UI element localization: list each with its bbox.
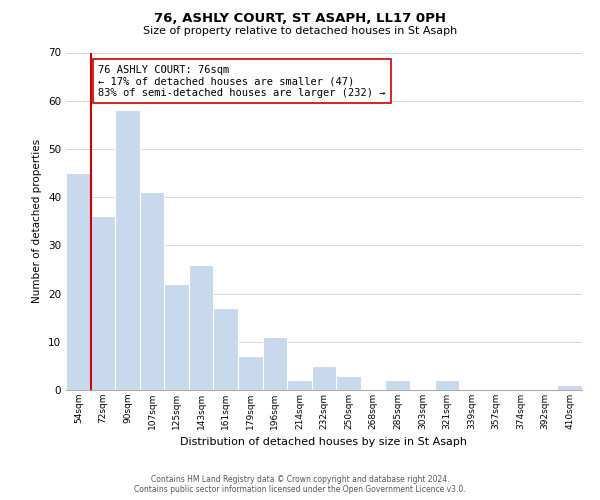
Bar [312,366,336,390]
Bar [287,380,312,390]
Text: 76, ASHLY COURT, ST ASAPH, LL17 0PH: 76, ASHLY COURT, ST ASAPH, LL17 0PH [154,12,446,26]
Bar [336,376,361,390]
Y-axis label: Number of detached properties: Number of detached properties [32,139,43,304]
Bar [214,308,238,390]
Bar [91,216,115,390]
Text: Size of property relative to detached houses in St Asaph: Size of property relative to detached ho… [143,26,457,36]
Text: Contains HM Land Registry data © Crown copyright and database right 2024.
Contai: Contains HM Land Registry data © Crown c… [134,474,466,494]
Bar [66,173,91,390]
Bar [189,264,214,390]
Bar [238,356,263,390]
Bar [164,284,189,390]
Bar [115,110,140,390]
Bar [140,192,164,390]
Bar [434,380,459,390]
Bar [557,385,582,390]
Text: 76 ASHLY COURT: 76sqm
← 17% of detached houses are smaller (47)
83% of semi-deta: 76 ASHLY COURT: 76sqm ← 17% of detached … [98,64,385,98]
Bar [263,337,287,390]
Bar [385,380,410,390]
X-axis label: Distribution of detached houses by size in St Asaph: Distribution of detached houses by size … [181,438,467,448]
